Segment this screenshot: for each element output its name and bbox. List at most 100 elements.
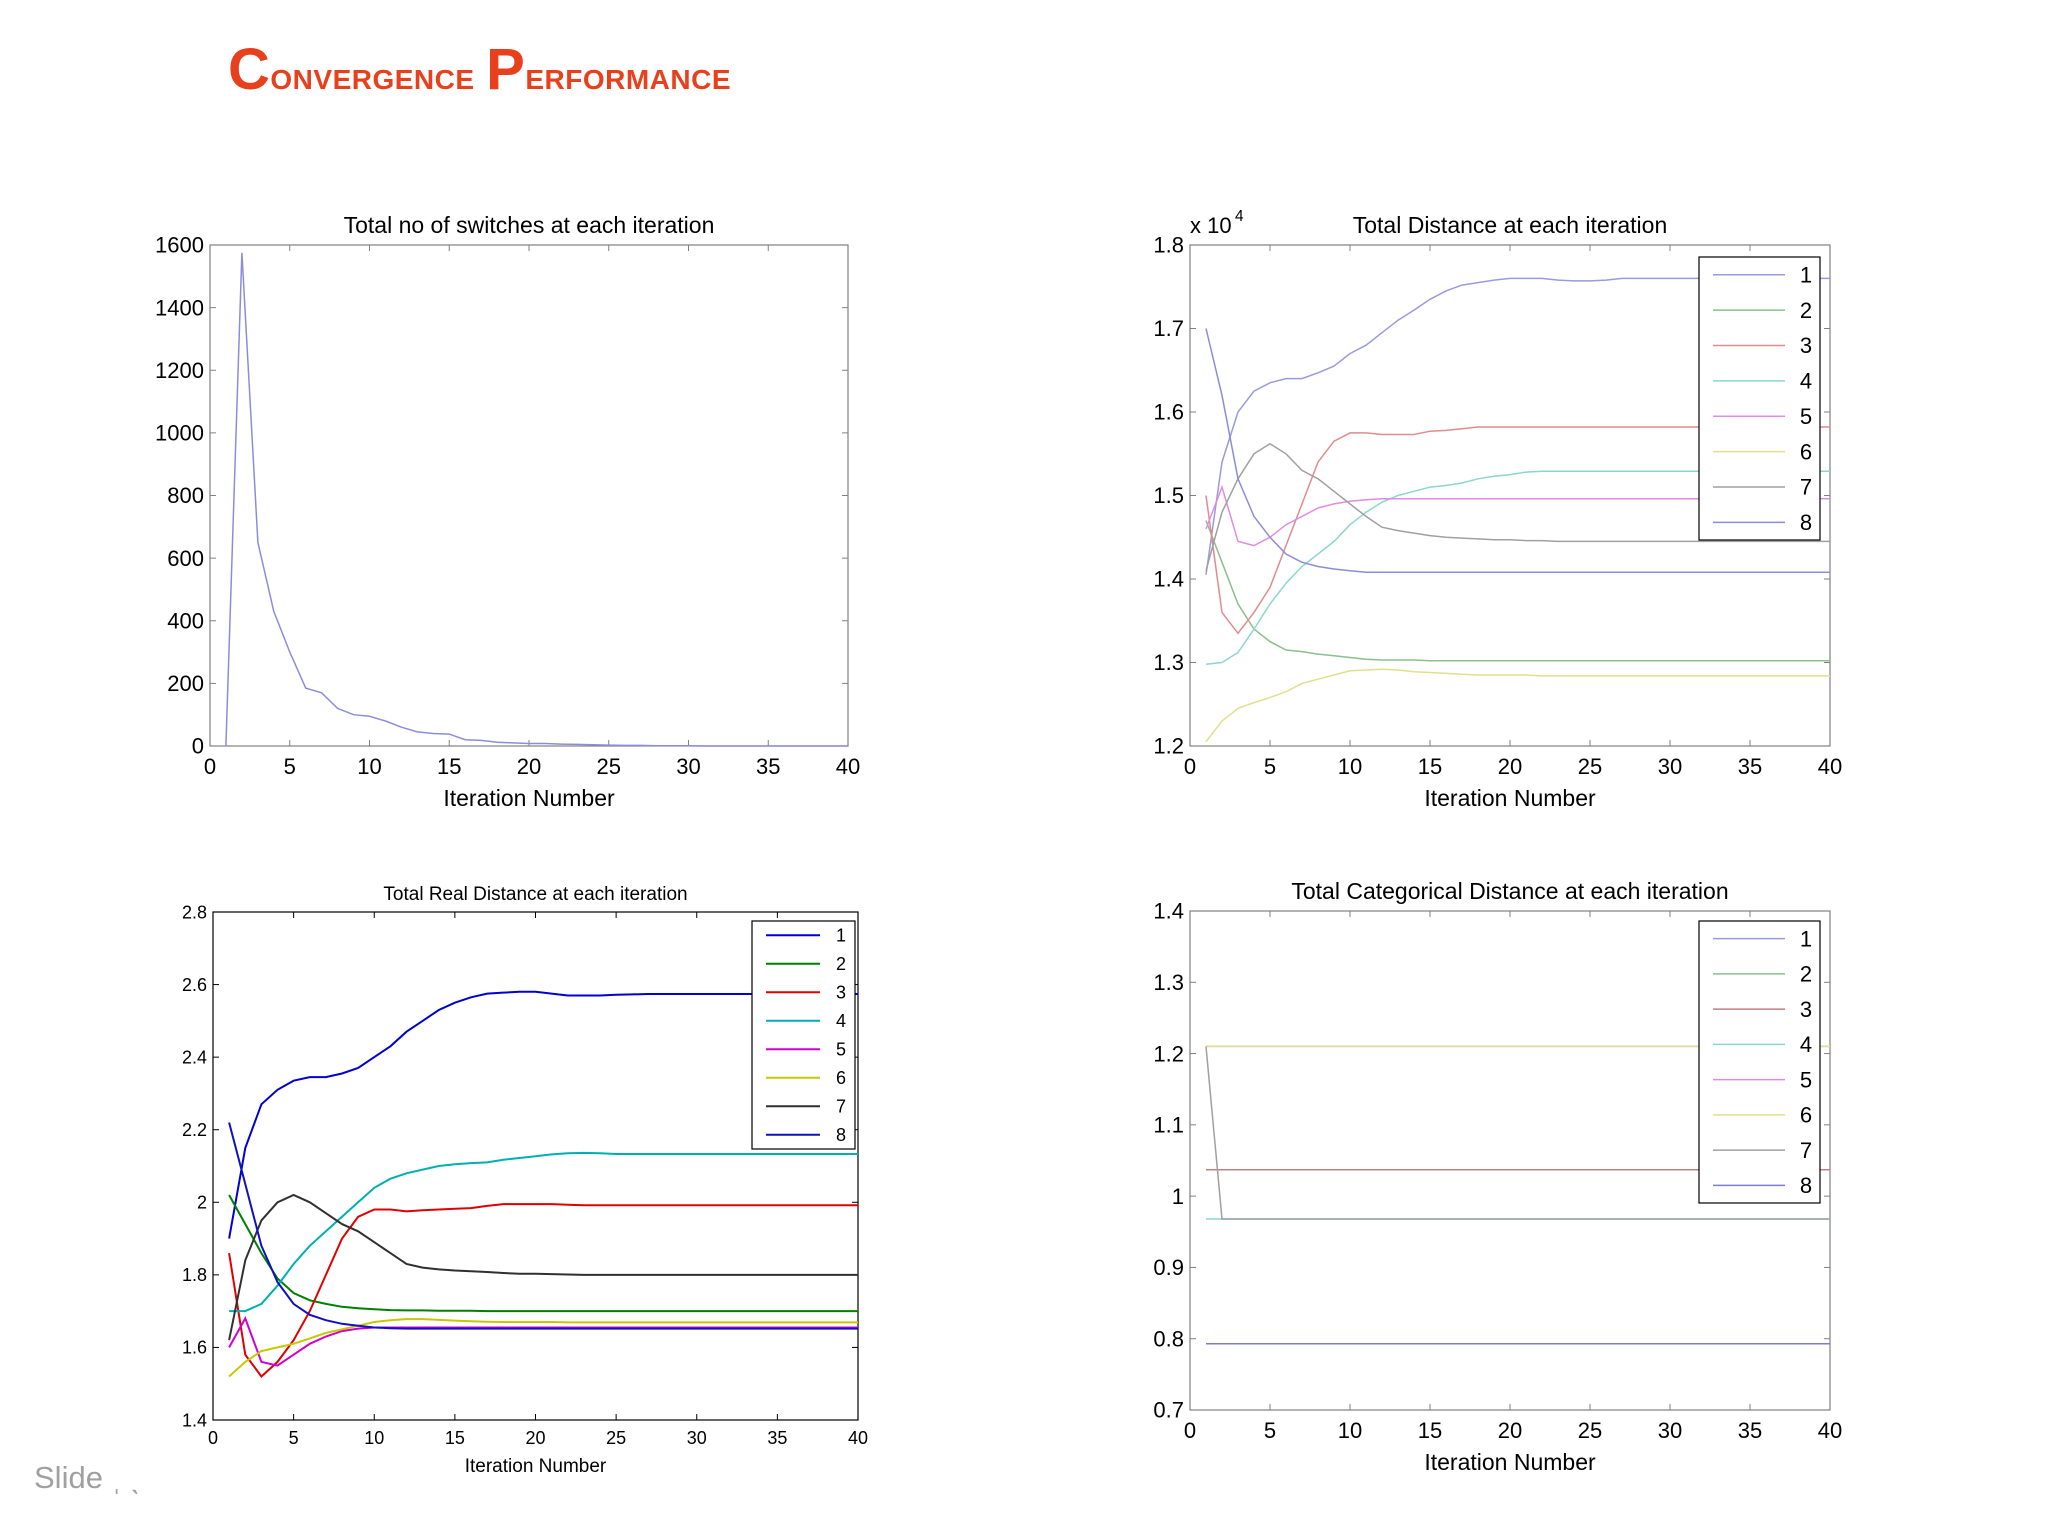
x-tick-label: 15 [1418,1418,1442,1443]
series-line-8 [228,1122,858,1330]
x-tick-label: 35 [767,1428,787,1448]
y-tick-label: 1.6 [1153,400,1184,425]
x-tick-label: 20 [1498,1418,1522,1443]
y-tick-label: 1.5 [1153,483,1184,508]
x-tick-label: 10 [1338,754,1362,779]
legend-label: 6 [1800,1103,1812,1128]
legend-label: 3 [1800,333,1812,358]
x-tick-label: 35 [1738,1418,1762,1443]
y-tick-label: 1600 [155,233,204,258]
series-line-7 [228,1193,858,1341]
legend-label: 2 [836,954,846,974]
y-tick-label: 1.8 [182,1265,207,1285]
x-tick-label: 5 [284,754,296,779]
legend-label: 7 [1800,475,1812,500]
x-tick-label: 10 [364,1428,384,1448]
series-line-4 [229,1151,858,1313]
x-tick-label: 30 [687,1428,707,1448]
legend-label: 3 [1800,997,1812,1022]
y-tick-label: 2.2 [182,1120,207,1140]
legend-label: 5 [836,1040,846,1060]
y-tick-label: 1 [1172,1184,1184,1209]
y-tick-label: 600 [167,546,204,571]
legend-label: 5 [1800,404,1812,429]
x-tick-label: 20 [517,754,541,779]
slide-title: Convergence Performance [228,36,731,103]
series-line-8 [1205,328,1830,574]
x-tick-label: 40 [836,754,860,779]
x-tick-label: 30 [1658,754,1682,779]
series-line-2 [228,1194,858,1313]
legend-label: 4 [1800,369,1812,394]
series-line-6 [228,1318,858,1378]
y-tick-label: 2.8 [182,902,207,922]
legend-box [751,920,856,1150]
legend-box [1698,256,1821,541]
legend-label: 1 [1800,926,1812,951]
series-line-3 [228,1203,858,1378]
legend-label: 1 [836,926,846,946]
x-tick-label: 15 [437,754,461,779]
title-part-1: onvergence [270,54,487,98]
legend-label: 2 [1800,962,1812,987]
legend-label: 8 [836,1125,846,1145]
legend-box [1698,920,1821,1204]
series-line-2 [1205,520,1830,662]
x-tick-label: 40 [1818,754,1842,779]
y-tick-label: 1.7 [1153,316,1184,341]
legend-label: 6 [1800,439,1812,464]
legend-label: 6 [836,1068,846,1088]
x-tick-label: 5 [1264,754,1276,779]
chart-title: Total Categorical Distance at each itera… [1291,878,1728,904]
x-tick-label: 10 [1338,1418,1362,1443]
y-multiplier-exponent: 4 [1235,208,1244,225]
legend-label: 4 [836,1011,846,1031]
legend-label: 2 [1800,298,1812,323]
legend-label: 1 [1800,262,1812,287]
legend-label: 5 [1800,1067,1812,1092]
x-tick-label: 5 [289,1428,299,1448]
y-tick-label: 1.3 [1153,650,1184,675]
x-tick-label: 30 [676,754,700,779]
x-tick-label: 10 [357,754,381,779]
y-tick-label: 1.1 [1153,1113,1184,1138]
series-line-5 [228,1316,858,1367]
legend-label: 7 [1800,1138,1812,1163]
x-tick-label: 20 [1498,754,1522,779]
chart-title: Total Real Distance at each iteration [383,884,687,905]
y-tick-label: 400 [167,608,204,633]
y-tick-label: 1000 [155,421,204,446]
series-line-6 [1205,668,1830,743]
title-initial-1: C [228,37,271,102]
y-tick-label: 1.2 [1153,734,1184,759]
series-line-1 [225,252,848,747]
title-part-2: erformance [525,54,732,98]
x-tick-label: 25 [606,1428,626,1448]
x-axis-label: Iteration Number [1424,1449,1596,1475]
x-tick-label: 0 [208,1428,218,1448]
y-tick-label: 0 [192,734,204,759]
legend-label: 8 [1800,1173,1812,1198]
x-tick-label: 30 [1658,1418,1682,1443]
y-tick-label: 1.3 [1153,970,1184,995]
x-tick-label: 20 [525,1428,545,1448]
chart-title: Total Distance at each iteration [1353,212,1668,238]
x-axis-label: Iteration Number [443,785,615,811]
y-tick-label: 1200 [155,358,204,383]
legend-label: 3 [836,983,846,1003]
legend-label: 4 [1800,1032,1812,1057]
x-tick-label: 15 [1418,754,1442,779]
x-tick-label: 25 [1578,754,1602,779]
y-tick-label: 1.8 [1153,233,1184,258]
y-tick-label: 2 [197,1193,207,1213]
y-tick-label: 200 [167,671,204,696]
x-tick-label: 0 [1184,1418,1196,1443]
x-axis-label: Iteration Number [1424,785,1596,811]
y-tick-label: 800 [167,483,204,508]
chart-title: Total no of switches at each iteration [344,212,715,238]
x-tick-label: 15 [445,1428,465,1448]
y-tick-label: 1.6 [182,1338,207,1358]
